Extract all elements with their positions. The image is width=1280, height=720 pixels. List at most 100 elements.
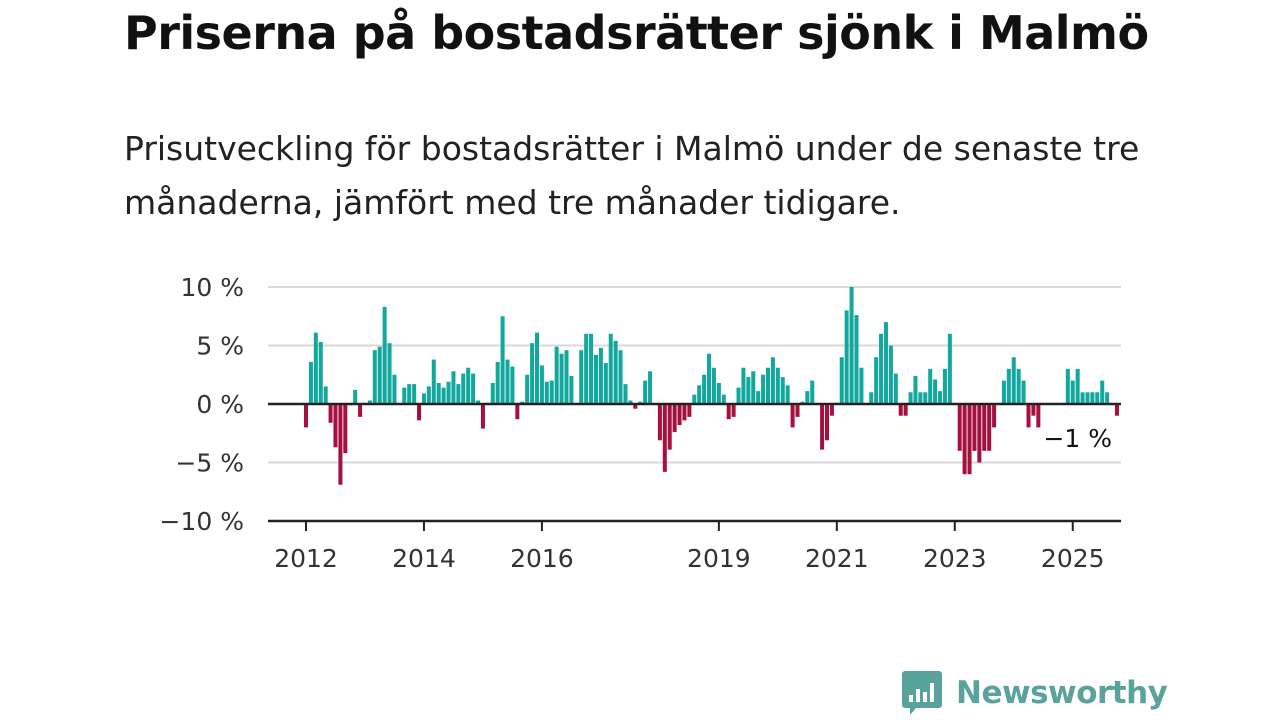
bar <box>446 381 451 404</box>
bar <box>707 353 712 404</box>
bar <box>313 332 318 404</box>
bar <box>372 350 377 404</box>
bar <box>534 332 540 404</box>
bar <box>820 404 825 450</box>
bar <box>1021 380 1026 404</box>
bar <box>412 384 417 404</box>
y-tick-label: 5 % <box>196 332 244 361</box>
bar <box>338 404 343 485</box>
bar <box>584 333 589 404</box>
bar <box>667 404 672 450</box>
bar <box>805 391 810 404</box>
bar <box>323 386 328 404</box>
bar <box>918 392 923 404</box>
bar <box>603 363 608 404</box>
bar <box>1075 368 1080 404</box>
bar <box>461 373 466 404</box>
bar <box>933 379 938 404</box>
x-tick-label: 2021 <box>805 544 869 573</box>
bar <box>874 357 879 404</box>
bar <box>736 387 741 404</box>
x-tick-label: 2023 <box>923 544 987 573</box>
bar <box>716 382 721 404</box>
x-tick-label: 2019 <box>687 544 751 573</box>
bar <box>456 384 461 404</box>
bar <box>377 346 382 404</box>
bar <box>426 386 431 404</box>
bar <box>731 404 736 417</box>
bar <box>1114 404 1119 416</box>
bar <box>790 404 795 428</box>
bar <box>623 384 628 404</box>
chart-title: Priserna på bostadsrätter sjönk i Malmö <box>124 6 1149 60</box>
bar <box>387 343 392 404</box>
bar <box>839 357 844 404</box>
x-tick-label: 2012 <box>274 544 338 573</box>
bar <box>672 404 677 433</box>
bar <box>593 354 598 404</box>
y-tick-label: 0 % <box>196 390 244 419</box>
bar <box>451 371 456 404</box>
bar <box>854 315 859 404</box>
bar <box>1011 357 1016 404</box>
y-tick-label: −10 % <box>160 507 244 536</box>
bar <box>913 375 918 404</box>
bar <box>328 404 333 423</box>
bar <box>549 380 554 404</box>
bar <box>618 350 623 404</box>
bar <box>480 404 485 429</box>
bar <box>510 366 515 404</box>
bar <box>589 333 594 404</box>
bar <box>746 377 751 404</box>
bar <box>883 322 888 404</box>
x-tick-label: 2025 <box>1041 544 1105 573</box>
bar <box>711 367 716 404</box>
bar <box>392 374 397 404</box>
bar <box>1070 380 1075 404</box>
bar <box>898 404 903 416</box>
bar <box>947 333 952 404</box>
tick-labels: 10 % 5 % 0 % −5 % −10 % 2012 2014 2016 2019 2021 2… <box>160 273 1112 573</box>
bar <box>431 359 436 404</box>
bar <box>756 391 761 404</box>
bar <box>1031 404 1036 416</box>
bar <box>1090 392 1095 404</box>
bar <box>657 404 662 441</box>
bar <box>539 365 544 404</box>
bar <box>697 385 702 404</box>
bar <box>982 404 987 451</box>
bar <box>849 287 854 404</box>
bar <box>972 404 977 451</box>
bar <box>500 316 505 404</box>
bar <box>810 380 815 404</box>
bar <box>1026 404 1031 428</box>
bar <box>775 367 780 404</box>
bar <box>1085 392 1090 404</box>
bar <box>726 404 731 420</box>
newsworthy-logo[interactable]: Newsworthy <box>902 670 1168 716</box>
logo-text: Newsworthy <box>956 675 1168 711</box>
bar <box>358 404 363 417</box>
bar <box>436 382 441 404</box>
bar <box>628 400 633 404</box>
bar <box>888 345 893 404</box>
bar <box>992 404 997 428</box>
bar <box>417 404 422 421</box>
bar <box>515 404 520 420</box>
bar <box>308 361 313 404</box>
x-tick-label: 2016 <box>510 544 574 573</box>
bar <box>928 368 933 404</box>
bar <box>702 374 707 404</box>
bar <box>505 359 510 404</box>
bar <box>687 404 692 417</box>
newsworthy-logo-icon <box>902 671 942 715</box>
bar <box>903 404 908 416</box>
bar <box>1006 368 1011 404</box>
bar <box>893 373 898 404</box>
bar <box>1065 368 1070 404</box>
bars <box>303 287 1119 485</box>
bar <box>407 384 412 404</box>
bar <box>765 367 771 404</box>
bar <box>761 374 766 404</box>
bar <box>844 310 849 404</box>
